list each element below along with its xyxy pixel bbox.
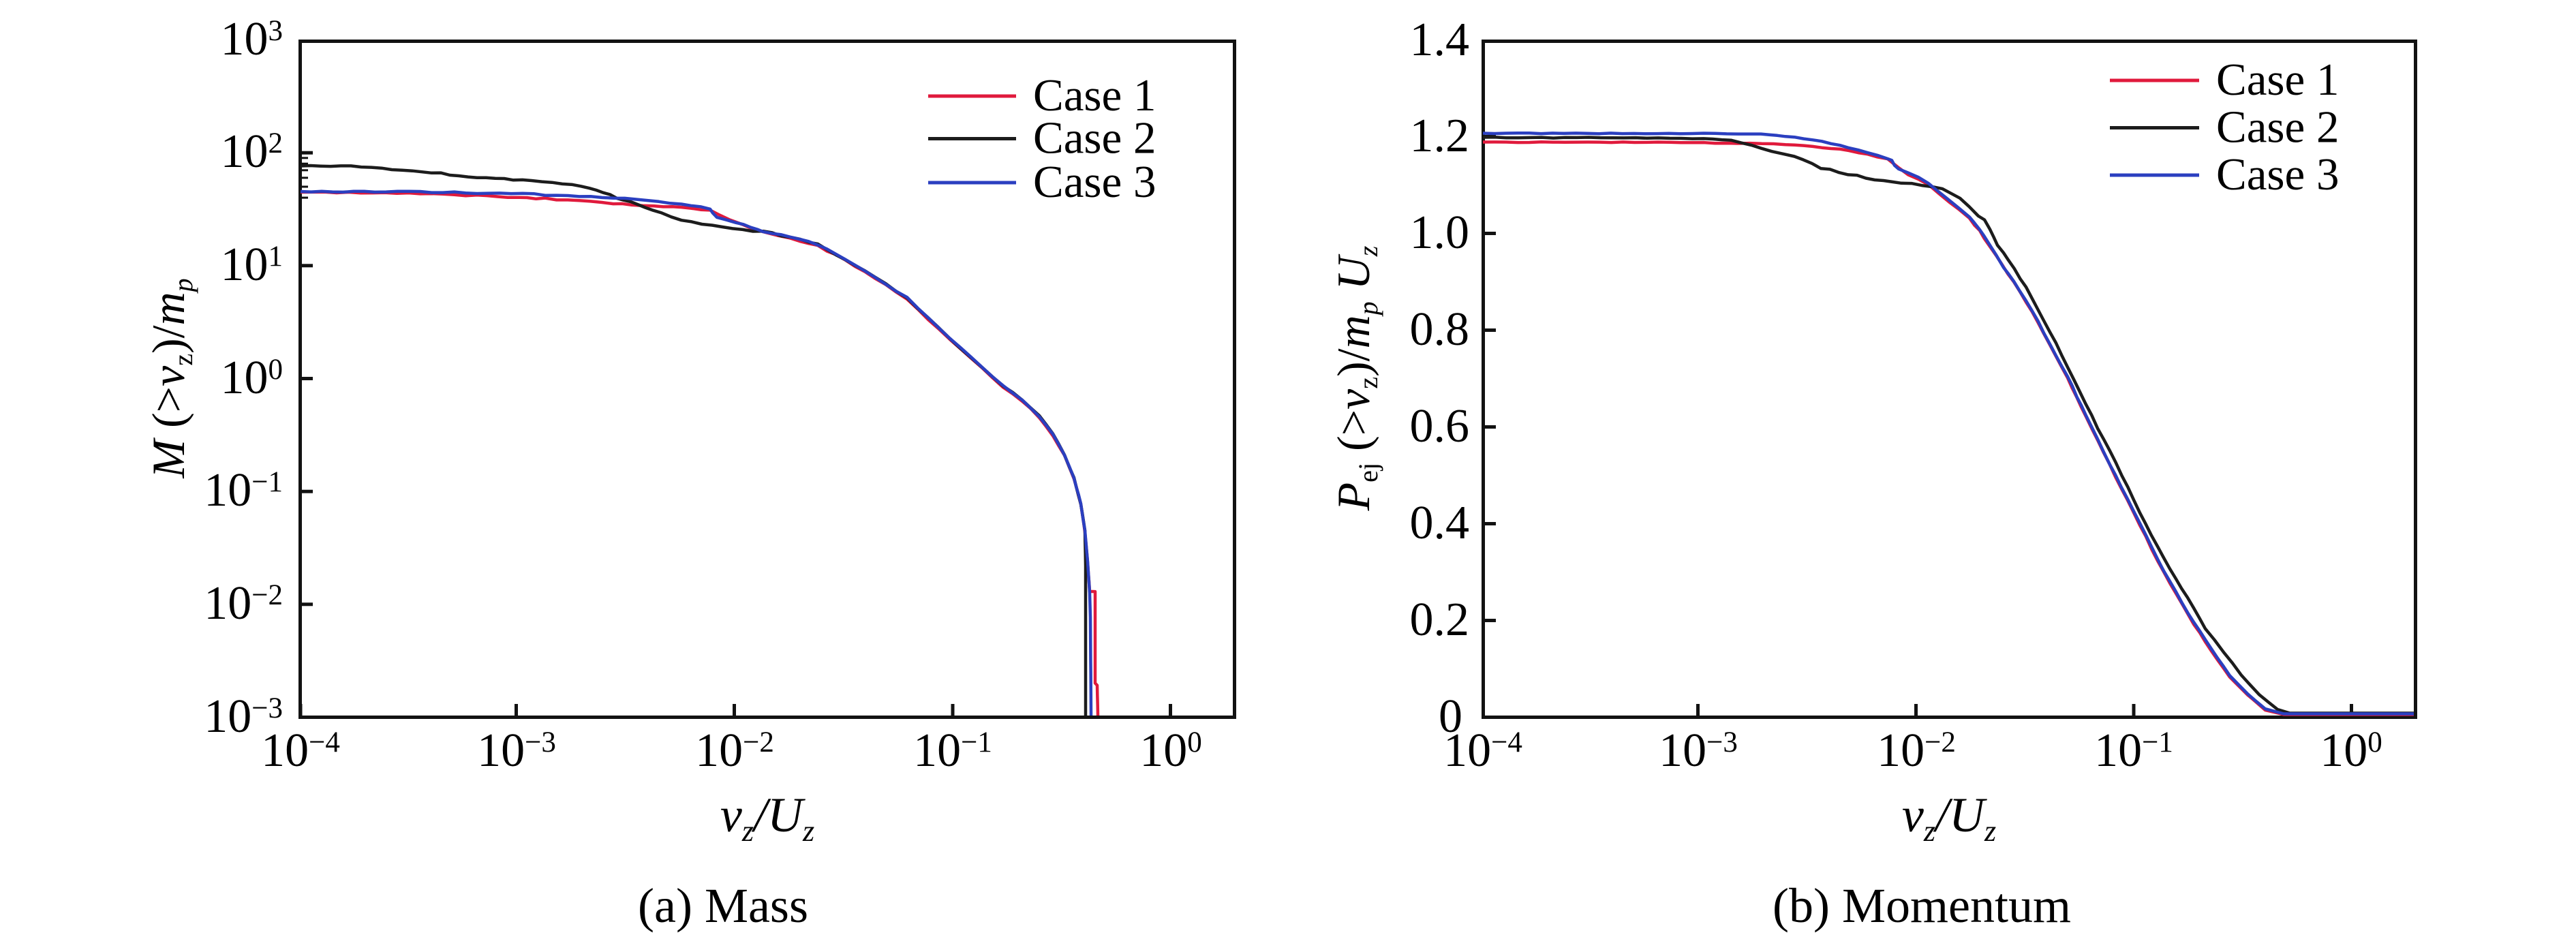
svg-text:Pej (>vz)/mp Uz: Pej (>vz)/mp Uz <box>1328 245 1383 511</box>
svg-text:Case 3: Case 3 <box>1033 157 1156 207</box>
svg-text:0: 0 <box>1439 690 1462 743</box>
svg-text:0.4: 0.4 <box>1410 497 1470 549</box>
svg-text:10−1: 10−1 <box>2094 724 2173 777</box>
svg-text:0.6: 0.6 <box>1410 400 1470 452</box>
svg-text:0.8: 0.8 <box>1410 303 1470 356</box>
svg-text:vz/Uz: vz/Uz <box>720 788 814 848</box>
svg-text:1.4: 1.4 <box>1410 14 1470 66</box>
svg-text:Case 1: Case 1 <box>2216 55 2340 105</box>
svg-text:Case 2: Case 2 <box>1033 113 1156 164</box>
svg-text:Case 2: Case 2 <box>2216 102 2340 153</box>
svg-text:(b) Momentum: (b) Momentum <box>1773 878 2071 933</box>
svg-text:100: 100 <box>221 352 283 404</box>
svg-text:1.2: 1.2 <box>1410 110 1470 162</box>
svg-text:vz/Uz: vz/Uz <box>1902 788 1996 848</box>
svg-text:10−4: 10−4 <box>1443 724 1522 777</box>
svg-text:M (>vz)/mp: M (>vz)/mp <box>142 278 198 478</box>
svg-text:Case 1: Case 1 <box>1033 70 1156 121</box>
svg-text:0.2: 0.2 <box>1410 594 1470 646</box>
svg-text:Case 3: Case 3 <box>2216 149 2340 200</box>
svg-text:(a) Mass: (a) Mass <box>638 878 808 933</box>
svg-text:1.0: 1.0 <box>1410 206 1470 259</box>
